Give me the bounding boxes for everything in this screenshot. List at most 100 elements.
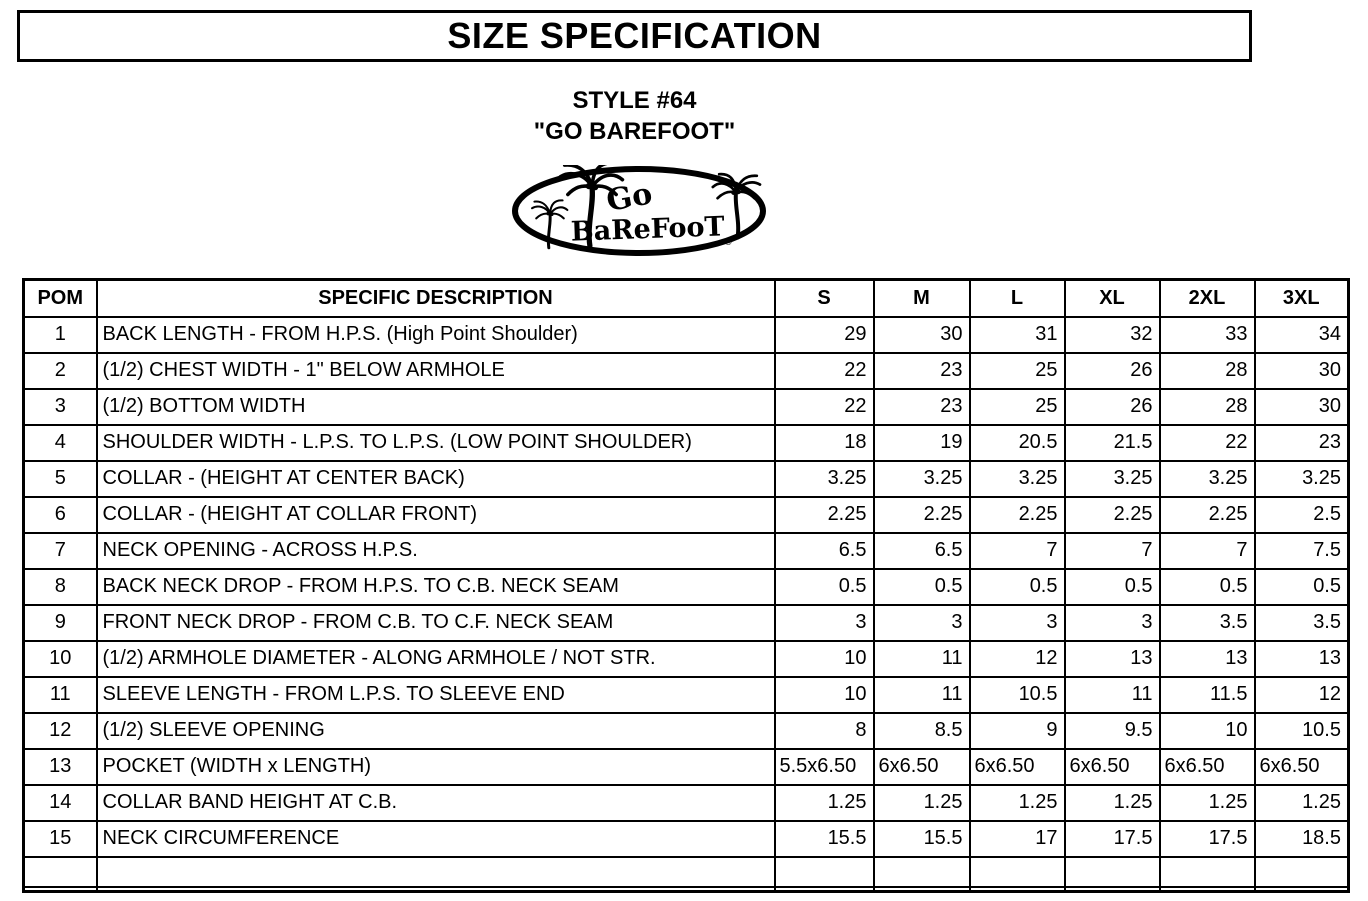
description-cell: (1/2) ARMHOLE DIAMETER - ALONG ARMHOLE /… <box>95 639 776 678</box>
title-box: SIZE SPECIFICATION <box>17 10 1252 62</box>
value-cell-3xl: 30 <box>1253 387 1350 426</box>
pom-cell: 8 <box>22 567 98 606</box>
page-title: SIZE SPECIFICATION <box>447 15 822 56</box>
value-cell-s: 3.25 <box>773 459 875 498</box>
pom-cell: 14 <box>22 783 98 822</box>
table-row: 2 (1/2) CHEST WIDTH - 1" BELOW ARMHOLE 22 2… <box>22 351 1350 390</box>
value-cell-3xl: 7.5 <box>1253 531 1350 570</box>
value-cell-xl: 13 <box>1063 639 1161 678</box>
value-cell-s: 0.5 <box>773 567 875 606</box>
style-header: STYLE #64 "GO BAREFOOT" <box>17 85 1252 147</box>
description-cell: SLEEVE LENGTH - FROM L.P.S. TO SLEEVE EN… <box>95 675 776 714</box>
value-cell-2xl: 22 <box>1158 423 1256 462</box>
logo-word-go: Go <box>604 176 655 218</box>
table-header-row: POM SPECIFIC DESCRIPTION S M L XL 2XL 3XL <box>22 278 1350 318</box>
pom-cell: 13 <box>22 747 98 786</box>
table-body: 1 BACK LENGTH - FROM H.P.S. (High Point S… <box>22 315 1350 893</box>
value-cell-xl: 26 <box>1063 387 1161 426</box>
value-cell-s: 6.5 <box>773 531 875 570</box>
value-cell-s: 2.25 <box>773 495 875 534</box>
table-row: 13 POCKET (WIDTH x LENGTH) 5.5x6.50 6x6.50 6… <box>22 747 1350 786</box>
value-cell-l: 12 <box>968 639 1066 678</box>
value-cell-m: 6.5 <box>872 531 971 570</box>
table-row: 14 COLLAR BAND HEIGHT AT C.B. 1.25 1.25 1.25… <box>22 783 1350 822</box>
value-cell-3xl: 10.5 <box>1253 711 1350 750</box>
value-cell-2xl: 28 <box>1158 351 1256 390</box>
value-cell-2xl: 3.5 <box>1158 603 1256 642</box>
pom-cell: 1 <box>22 315 98 354</box>
clipped-cell <box>773 885 875 893</box>
value-cell-3xl: 18.5 <box>1253 819 1350 858</box>
clipped-cell <box>95 885 776 893</box>
description-cell: COLLAR - (HEIGHT AT COLLAR FRONT) <box>95 495 776 534</box>
table-row: 5 COLLAR - (HEIGHT AT CENTER BACK) 3.25 3.2… <box>22 459 1350 498</box>
value-cell-2xl: 17.5 <box>1158 819 1256 858</box>
clipped-row <box>22 885 1350 893</box>
table-row: 1 BACK LENGTH - FROM H.P.S. (High Point S… <box>22 315 1350 354</box>
clipped-cell <box>1158 885 1256 893</box>
header-cell-2xl: 2XL <box>1158 278 1256 318</box>
style-name: "GO BAREFOOT" <box>533 118 736 145</box>
clipped-cell <box>968 885 1066 893</box>
value-cell-3xl: 3.25 <box>1253 459 1350 498</box>
header-cell-s: S <box>773 278 875 318</box>
value-cell-xl: 6x6.50 <box>1063 747 1161 786</box>
value-cell-l: 17 <box>968 819 1066 858</box>
value-cell-2xl: 1.25 <box>1158 783 1256 822</box>
value-cell-xl: 17.5 <box>1063 819 1161 858</box>
value-cell-s: 29 <box>773 315 875 354</box>
table-row: 4 SHOULDER WIDTH - L.P.S. TO L.P.S. (LOW … <box>22 423 1350 462</box>
pom-cell: 12 <box>22 711 98 750</box>
value-cell-s: 22 <box>773 351 875 390</box>
brand-logo: Go BaReFooT ® <box>508 165 770 259</box>
value-cell-2xl: 3.25 <box>1158 459 1256 498</box>
value-cell-m: 11 <box>872 639 971 678</box>
clipped-cell <box>872 885 971 893</box>
value-cell-xl: 2.25 <box>1063 495 1161 534</box>
table-row: 10 (1/2) ARMHOLE DIAMETER - ALONG ARMHOLE… <box>22 639 1350 678</box>
value-cell-xl <box>1063 855 1161 888</box>
value-cell-l: 7 <box>968 531 1066 570</box>
value-cell-3xl <box>1253 855 1350 888</box>
value-cell-l: 31 <box>968 315 1066 354</box>
value-cell-3xl: 3.5 <box>1253 603 1350 642</box>
pom-cell: 7 <box>22 531 98 570</box>
pom-cell: 2 <box>22 351 98 390</box>
header-cell-xl: XL <box>1063 278 1161 318</box>
table-row: 11 SLEEVE LENGTH - FROM L.P.S. TO SLEEVE … <box>22 675 1350 714</box>
value-cell-2xl: 10 <box>1158 711 1256 750</box>
table-row: 12 (1/2) SLEEVE OPENING 8 8.5 9 9.5 10 10.5 <box>22 711 1350 750</box>
registered-mark: ® <box>725 237 732 247</box>
value-cell-s: 15.5 <box>773 819 875 858</box>
pom-cell <box>22 855 98 888</box>
style-number: STYLE #64 <box>572 87 697 114</box>
description-cell: COLLAR - (HEIGHT AT CENTER BACK) <box>95 459 776 498</box>
table-row: 9 FRONT NECK DROP - FROM C.B. TO C.F. NEC… <box>22 603 1350 642</box>
value-cell-2xl: 6x6.50 <box>1158 747 1256 786</box>
value-cell-2xl: 11.5 <box>1158 675 1256 714</box>
value-cell-2xl: 13 <box>1158 639 1256 678</box>
table-row: 7 NECK OPENING - ACROSS H.P.S. 6.5 6.5 7 7 7 7.… <box>22 531 1350 570</box>
header-cell-m: M <box>872 278 971 318</box>
pom-cell: 9 <box>22 603 98 642</box>
value-cell-xl: 7 <box>1063 531 1161 570</box>
value-cell-m: 8.5 <box>872 711 971 750</box>
pom-cell: 4 <box>22 423 98 462</box>
value-cell-3xl: 1.25 <box>1253 783 1350 822</box>
value-cell-2xl: 7 <box>1158 531 1256 570</box>
value-cell-xl: 11 <box>1063 675 1161 714</box>
value-cell-m: 3 <box>872 603 971 642</box>
pom-cell: 10 <box>22 639 98 678</box>
value-cell-m: 3.25 <box>872 459 971 498</box>
clipped-cell <box>22 885 98 893</box>
description-cell: COLLAR BAND HEIGHT AT C.B. <box>95 783 776 822</box>
value-cell-l: 2.25 <box>968 495 1066 534</box>
header-cell-pom: POM <box>22 278 98 318</box>
value-cell-3xl: 34 <box>1253 315 1350 354</box>
value-cell-s: 22 <box>773 387 875 426</box>
value-cell-m: 19 <box>872 423 971 462</box>
table-row: 15 NECK CIRCUMFERENCE 15.5 15.5 17 17.5 17.5 18… <box>22 819 1350 858</box>
value-cell-2xl <box>1158 855 1256 888</box>
logo-oval <box>512 166 766 256</box>
table-row: 8 BACK NECK DROP - FROM H.P.S. TO C.B. NE… <box>22 567 1350 606</box>
